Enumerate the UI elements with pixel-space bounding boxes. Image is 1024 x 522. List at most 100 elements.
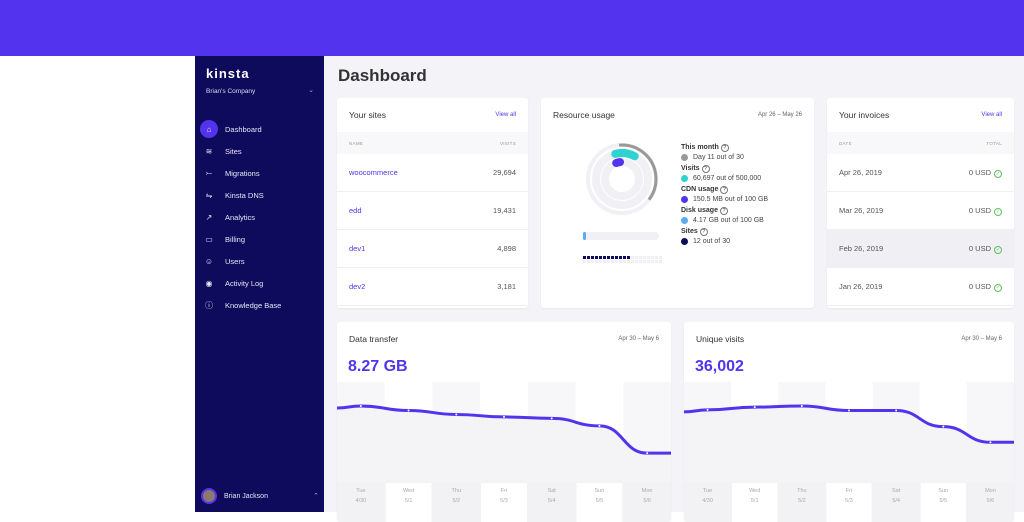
site-link[interactable]: dev2: [349, 282, 366, 291]
disk-bar-fill: [583, 232, 586, 240]
total-value: 36,002: [695, 358, 744, 375]
disk-bar-track: [583, 232, 659, 240]
x-tick-label: Sun: [595, 488, 605, 494]
card-title: Your sites: [349, 110, 387, 120]
sidebar-item-label: Billing: [225, 234, 246, 244]
site-slot-dot: [603, 260, 606, 263]
site-slot-dot: [611, 260, 614, 263]
x-tick-label: Fri: [846, 488, 852, 494]
sites-dots: [583, 256, 662, 263]
site-link[interactable]: woocommerce: [349, 168, 398, 177]
x-tick-label: Sat: [548, 488, 557, 494]
help-icon[interactable]: ?: [701, 165, 710, 173]
site-slot-dot: [655, 260, 658, 263]
table-row[interactable]: Mar 26, 2019 0 USD ✓: [827, 192, 1014, 230]
x-tick-label: Sat: [892, 488, 901, 494]
help-icon[interactable]: ?: [699, 228, 708, 236]
company-selector[interactable]: Brian's Company: [206, 88, 256, 95]
legend-text: 4.17 GB out of 100 GB: [693, 217, 764, 224]
site-slot-dot: [635, 256, 638, 259]
legend-dot: [681, 154, 688, 161]
site-slot-dot: [615, 256, 618, 259]
sidebar-item-migrations[interactable]: ⤚ Migrations: [200, 162, 320, 184]
legend-value: 4.17 GB out of 100 GB: [681, 217, 768, 224]
site-slot-dot: [587, 256, 590, 259]
your-sites-card: Your sites View all NAME VISITS woocommerc…: [337, 98, 528, 308]
cdn-ring: [601, 158, 643, 200]
legend-label: Disk usage: [681, 207, 718, 214]
unique-visits-card: Unique visits Apr 30 – May 6 36,002 Tue 4/…: [684, 322, 1014, 522]
sidebar-item-label: Migrations: [225, 168, 260, 178]
col-name: NAME: [349, 140, 364, 146]
data-point: [706, 408, 709, 411]
site-slot-dot: [619, 260, 622, 263]
kinsta-logo[interactable]: kinsta: [206, 66, 250, 81]
site-slot-dot: [607, 260, 610, 263]
site-slot-dot: [583, 260, 586, 263]
sidebar-item-sites[interactable]: ≋ Sites: [200, 140, 320, 162]
sidebar-item-users[interactable]: ☺ Users: [200, 250, 320, 272]
help-icon[interactable]: ?: [720, 186, 729, 194]
view-all-sites-link[interactable]: View all: [495, 112, 516, 118]
card-title: Resource usage: [553, 110, 615, 120]
sidebar-item-billing[interactable]: ▭ Billing: [200, 228, 320, 250]
site-slot-dot: [623, 256, 626, 259]
sidebar-item-analytics[interactable]: ↗ Analytics: [200, 206, 320, 228]
user-menu[interactable]: Brian Jackson ⌃: [201, 488, 319, 504]
x-tick-label: Wed: [403, 488, 414, 494]
home-icon: ⌂: [200, 120, 218, 138]
x-tick-label: 5/2: [452, 498, 460, 504]
info-icon: ⓘ: [205, 300, 213, 310]
table-row[interactable]: Apr 26, 2019 0 USD ✓: [827, 154, 1014, 192]
date-range: Apr 30 – May 6: [961, 336, 1002, 342]
sidebar-item-label: Analytics: [225, 212, 256, 222]
eye-icon: ◉: [205, 278, 213, 288]
site-slot-dot: [603, 256, 606, 259]
site-slot-dot: [611, 256, 614, 259]
site-slot-dot: [659, 256, 662, 259]
chevron-down-icon[interactable]: ⌄: [308, 87, 314, 94]
site-link[interactable]: edd: [349, 206, 362, 215]
visits-ring: [592, 149, 652, 209]
legend-label: Sites: [681, 228, 698, 235]
site-slot-dot: [599, 256, 602, 259]
legend-value: 150.5 MB out of 100 GB: [681, 196, 768, 203]
view-all-invoices-link[interactable]: View all: [981, 112, 1002, 118]
site-link[interactable]: dev1: [349, 244, 366, 253]
help-icon[interactable]: ?: [720, 144, 729, 152]
legend-text: Day 11 out of 30: [693, 154, 744, 161]
table-row[interactable]: Jan 26, 2019 0 USD ✓: [827, 268, 1014, 306]
sidebar-item-kinsta-dns[interactable]: ⇋ Kinsta DNS: [200, 184, 320, 206]
legend-dot: [681, 217, 688, 224]
invoice-total: 0 USD: [968, 167, 991, 177]
site-slot-dot: [643, 256, 646, 259]
data-point: [800, 405, 803, 407]
help-icon[interactable]: ?: [719, 207, 728, 215]
x-tick-label: Sun: [938, 488, 948, 494]
data-point: [646, 452, 649, 455]
col-date: DATE: [839, 140, 852, 146]
x-tick-label: Tue: [703, 488, 712, 494]
chevron-up-icon[interactable]: ⌃: [313, 493, 319, 500]
sidebar-item-activity-log[interactable]: ◉ Activity Log: [200, 272, 320, 294]
site-slot-dot: [623, 260, 626, 263]
x-tick-label: 5/4: [548, 498, 556, 504]
site-visits: 3,181: [497, 282, 516, 291]
merge-icon: ⤚: [205, 168, 213, 177]
layers-icon: ≋: [205, 146, 213, 156]
card-title: Your invoices: [839, 110, 890, 120]
data-point: [359, 405, 362, 407]
x-tick-label: Tue: [356, 488, 365, 494]
sidebar-item-dashboard[interactable]: ⌂ Dashboard: [200, 118, 320, 140]
date-range: Apr 26 – May 26: [757, 112, 802, 118]
x-tick-label: 5/5: [939, 498, 947, 504]
sidebar-item-knowledge-base[interactable]: ⓘ Knowledge Base: [200, 294, 320, 316]
invoice-total: 0 USD: [968, 243, 991, 253]
table-row[interactable]: Feb 26, 2019 0 USD ✓: [827, 230, 1014, 268]
invoice-date: Feb 26, 2019: [839, 244, 884, 253]
site-slot-dot: [647, 260, 650, 263]
x-tick-label: 5/1: [405, 498, 413, 504]
usage-legend: This month? Day 11 out of 30 Visits? 60,697…: [681, 140, 768, 245]
site-visits: 29,694: [493, 168, 516, 177]
invoice-date: Apr 26, 2019: [839, 168, 882, 177]
